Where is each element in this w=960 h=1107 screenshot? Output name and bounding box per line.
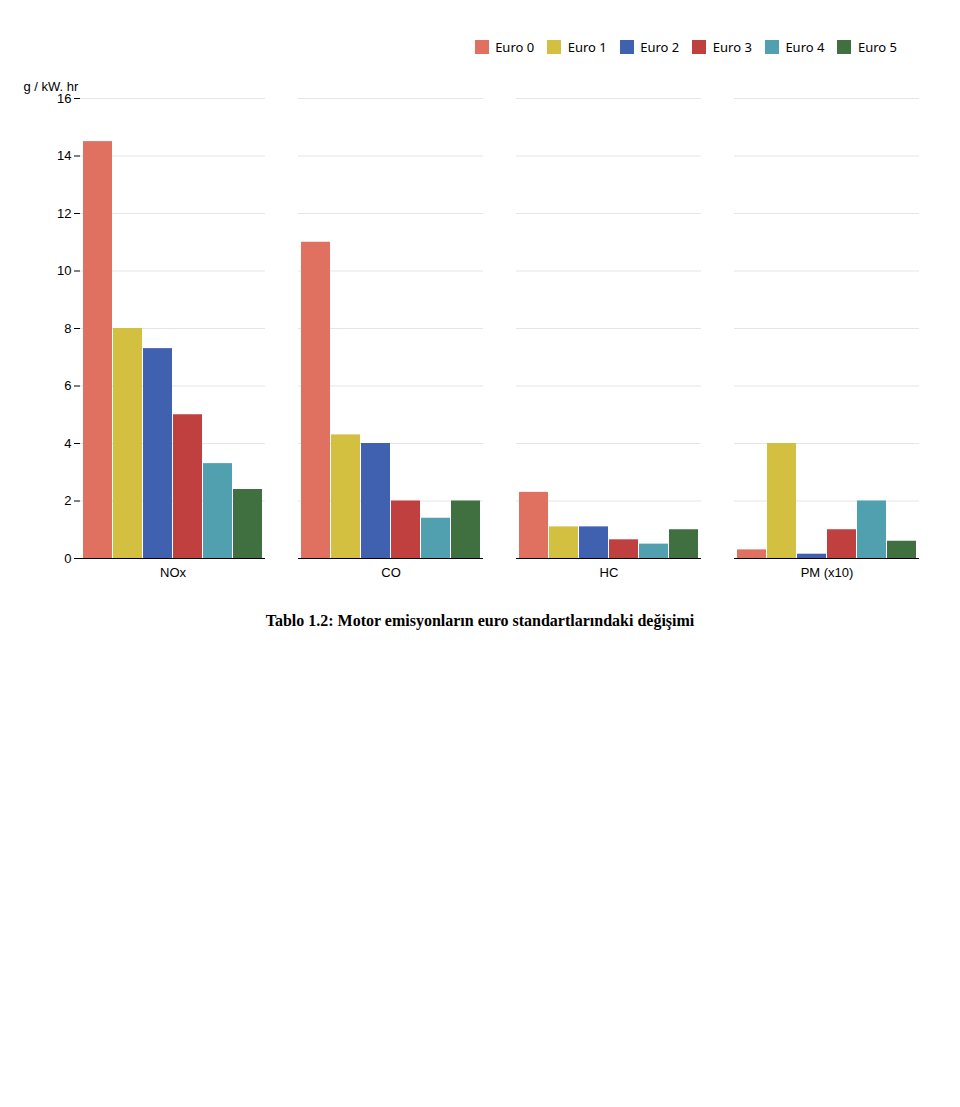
svg-text:10: 10	[57, 263, 71, 278]
svg-text:12: 12	[57, 205, 71, 220]
html-text:Euro 4: Euro 4	[785, 37, 825, 56]
svg-text:2: 2	[64, 493, 71, 508]
svg-text:g / kW. hr: g / kW. hr	[24, 78, 80, 93]
html-text:Euro 1: Euro 1	[567, 37, 607, 56]
html-text:Euro 3: Euro 3	[712, 37, 752, 56]
html-text:Euro 0: Euro 0	[495, 37, 535, 56]
svg-text:4: 4	[64, 435, 71, 450]
svg-text:16: 16	[57, 90, 72, 106]
svg-text:NOx: NOx	[160, 564, 187, 579]
svg-text:PM (x10): PM (x10)	[801, 564, 854, 579]
svg-text:14: 14	[57, 148, 71, 163]
html-text:Tablo 1.2: Motor emisyonların: Tablo 1.2: Motor emisyonların euro stand…	[265, 611, 695, 629]
svg-text:6: 6	[64, 378, 71, 393]
svg-text:8: 8	[64, 320, 71, 335]
svg-text:CO: CO	[381, 564, 401, 579]
svg-text:0: 0	[64, 550, 71, 565]
svg-text:HC: HC	[600, 564, 619, 579]
html-text:Euro 2: Euro 2	[640, 37, 680, 56]
html-text:Euro 5: Euro 5	[857, 37, 897, 56]
